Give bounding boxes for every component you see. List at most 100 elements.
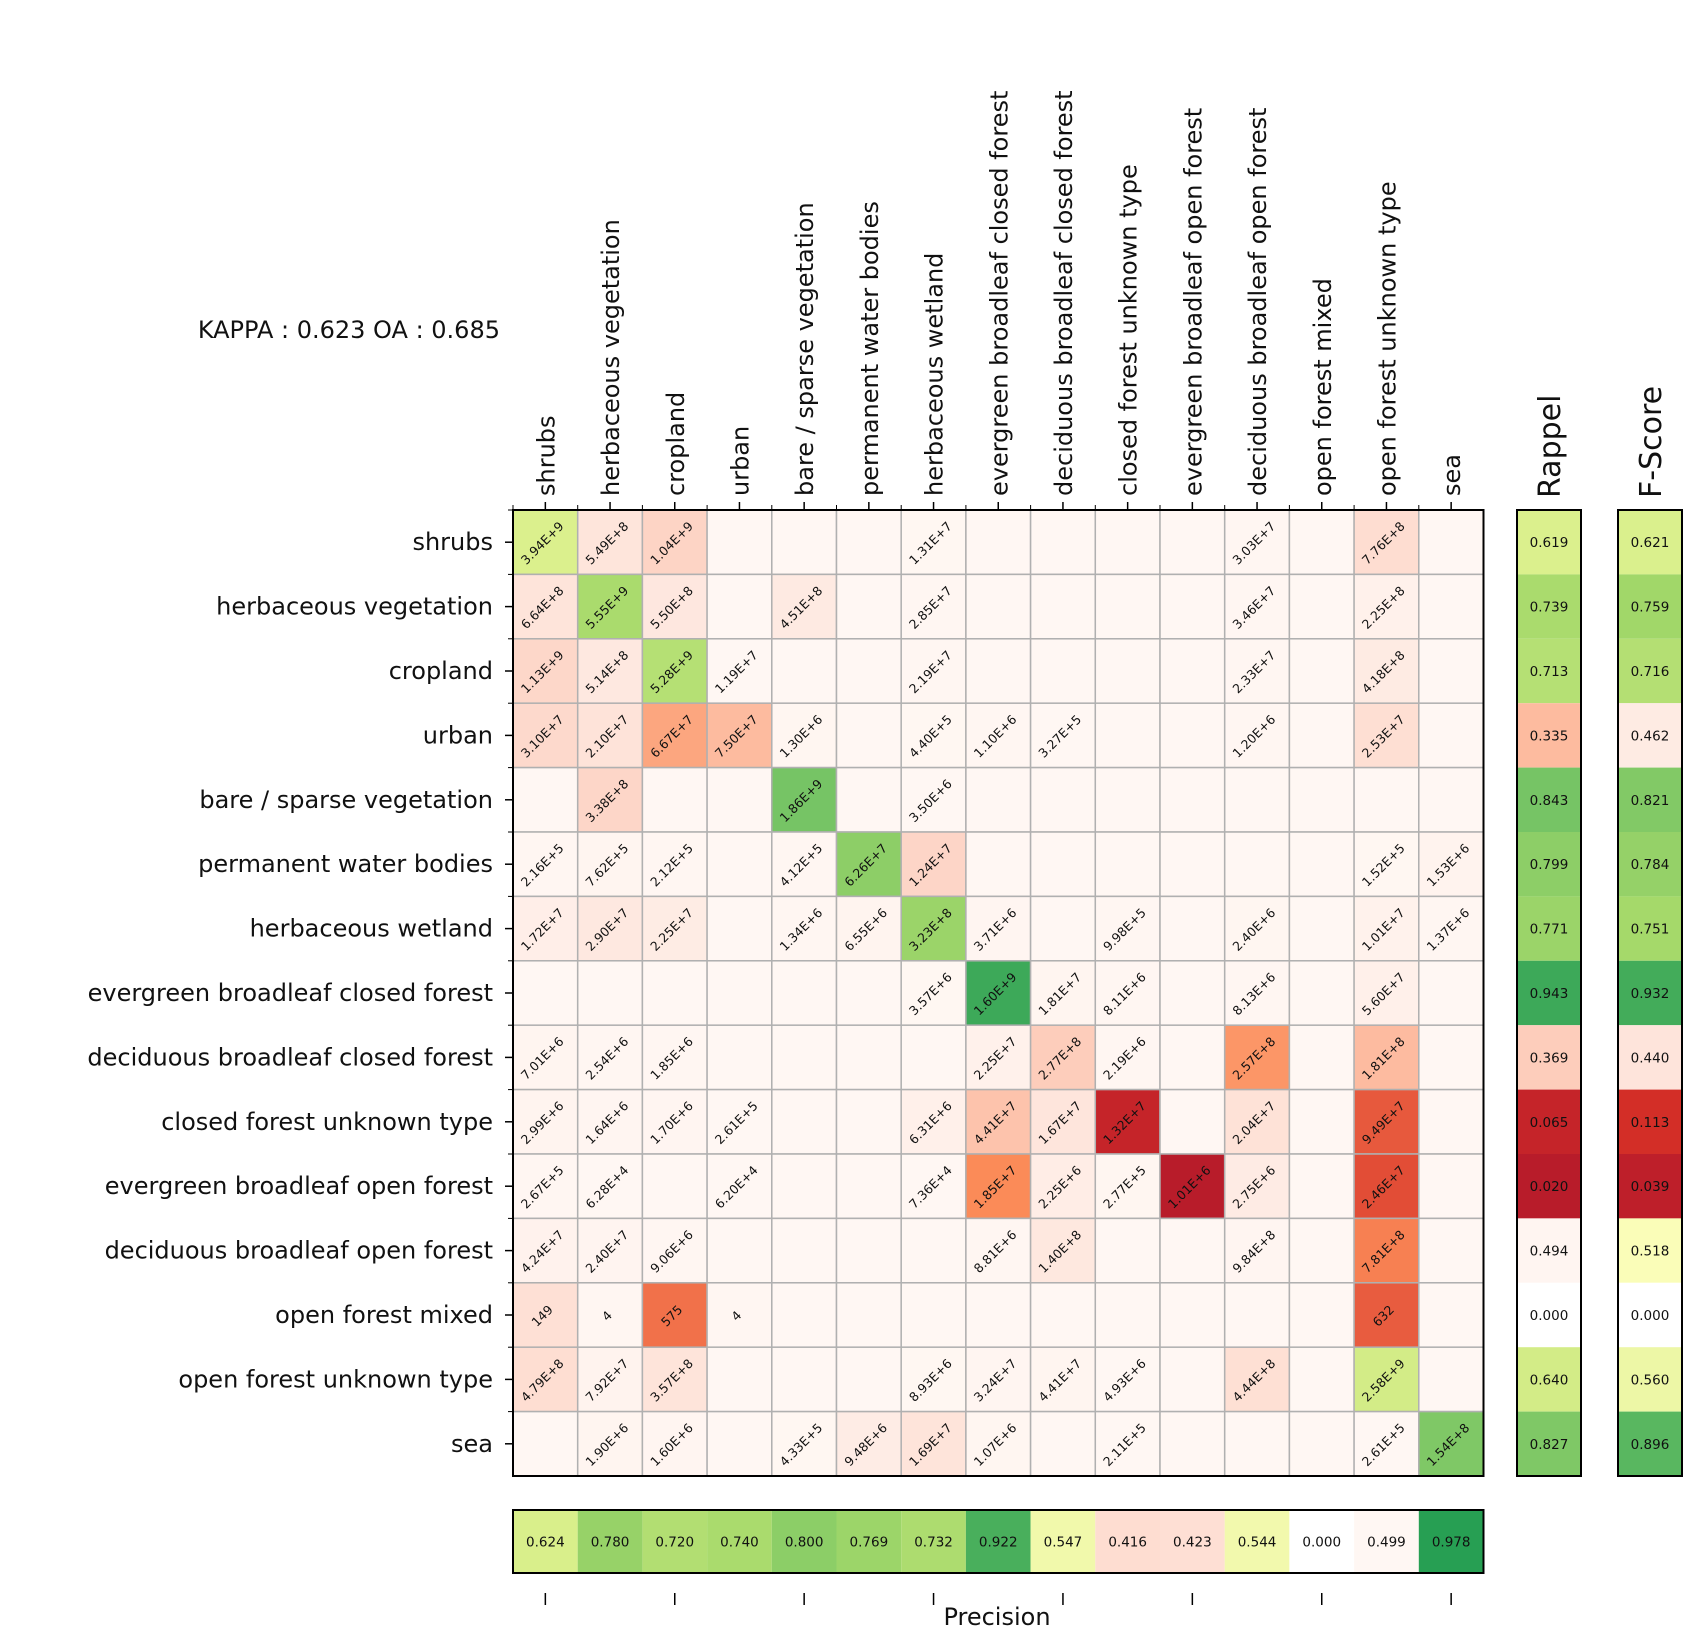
matrix-cell (1094, 573, 1161, 640)
precision-value: 0.720 (655, 1535, 694, 1551)
matrix-cell (641, 1088, 708, 1155)
precision-value: 0.624 (526, 1535, 565, 1551)
matrix-cell (835, 1024, 902, 1091)
precision-cell (1030, 1510, 1096, 1573)
matrix-cell (1223, 960, 1291, 1026)
recall-cell (1517, 1411, 1581, 1476)
matrix-cell (641, 1024, 708, 1091)
matrix-cell (1094, 1346, 1161, 1413)
matrix-cell (1029, 960, 1097, 1026)
matrix-cell (1159, 1088, 1226, 1155)
matrix-cell (1094, 1217, 1161, 1284)
fscore-cell (1618, 510, 1682, 575)
matrix-cell (771, 1024, 838, 1091)
matrix-cell (641, 1346, 708, 1413)
precision-value: 0.423 (1173, 1535, 1212, 1551)
precision-cell (771, 1510, 837, 1573)
matrix-cell (1418, 509, 1485, 576)
recall-value: 0.739 (1530, 600, 1569, 616)
recall-value: 0.065 (1530, 1115, 1569, 1131)
recall-value: 0.843 (1530, 793, 1569, 809)
matrix-cell (1288, 638, 1355, 704)
matrix-cell (512, 1153, 579, 1220)
matrix-cell (1418, 960, 1485, 1026)
matrix-cell (1029, 1282, 1097, 1348)
matrix-cell (835, 766, 902, 833)
matrix-cell (1223, 1410, 1291, 1477)
fscore-value: 0.440 (1631, 1050, 1670, 1066)
matrix-cell (771, 638, 838, 704)
fscore-cell (1618, 638, 1682, 704)
matrix-cell (835, 1217, 902, 1284)
matrix-cell (1094, 831, 1161, 898)
precision-frame (512, 1509, 1485, 1574)
row-label: evergreen broadleaf closed forest (88, 979, 493, 1007)
matrix-cell (965, 509, 1032, 576)
matrix-cell (576, 1024, 644, 1091)
recall-cell (1517, 703, 1581, 768)
row-label: bare / sparse vegetation (199, 786, 493, 814)
matrix-cell (641, 573, 708, 640)
matrix-cell (706, 573, 773, 640)
precision-value: 0.499 (1367, 1535, 1406, 1551)
recall-cell (1517, 1282, 1581, 1348)
matrix-cell (835, 1153, 902, 1220)
matrix-cell (1159, 702, 1226, 769)
matrix-cell (900, 638, 967, 704)
matrix-cell (576, 573, 644, 640)
fscore-value: 0.621 (1631, 535, 1670, 551)
precision-value: 0.800 (785, 1535, 824, 1551)
matrix-cell (706, 960, 773, 1026)
matrix-cell (1159, 1024, 1226, 1091)
matrix-cell (1418, 1024, 1485, 1091)
matrix-cell (835, 509, 902, 576)
column-label: evergreen broadleaf closed forest (985, 91, 1013, 496)
column-label: deciduous broadleaf closed forest (1050, 90, 1078, 496)
matrix-cell (1288, 573, 1355, 640)
matrix-cell (900, 509, 967, 576)
matrix-cell (1223, 573, 1291, 640)
matrix-cell (576, 1282, 644, 1348)
matrix-cell (1288, 1282, 1355, 1348)
fscore-cell (1618, 767, 1682, 832)
column-label: shrubs (532, 415, 560, 496)
recall-frame (1516, 509, 1582, 1477)
fscore-value: 0.759 (1631, 600, 1670, 616)
chart-title: KAPPA : 0.623 OA : 0.685 (198, 316, 500, 344)
fscore-value: 0.560 (1631, 1372, 1670, 1388)
matrix-cell (1029, 509, 1097, 576)
matrix-frame (512, 509, 1485, 1477)
recall-value: 0.799 (1530, 857, 1569, 873)
recall-cell (1517, 1154, 1581, 1219)
matrix-cell (835, 1282, 902, 1348)
matrix-cell (1094, 960, 1161, 1026)
column-label: cropland (662, 392, 690, 496)
matrix-cell (576, 960, 644, 1026)
precision-cell (707, 1510, 772, 1573)
recall-value: 0.494 (1530, 1244, 1569, 1260)
matrix-cell (835, 702, 902, 769)
matrix-cell (1418, 1217, 1485, 1284)
matrix-cell (1418, 573, 1485, 640)
recall-value: 0.000 (1530, 1308, 1569, 1324)
column-label: permanent water bodies (856, 201, 884, 496)
recall-value: 0.335 (1530, 728, 1569, 744)
matrix-cell (771, 702, 838, 769)
matrix-cell (965, 766, 1032, 833)
precision-cell (1289, 1510, 1355, 1573)
matrix-cell (1418, 831, 1485, 898)
matrix-cell (576, 638, 644, 704)
matrix-cell (706, 766, 773, 833)
precision-row: 0.624 0.780 0.720 0.740 0.800 0.769 0.732 0.922… (512, 1509, 1485, 1605)
fscore-value: 0.896 (1631, 1437, 1670, 1453)
precision-cell (1354, 1510, 1419, 1573)
fscore-cell (1618, 1282, 1682, 1348)
matrix-cell (835, 895, 902, 962)
matrix-cell (1288, 702, 1355, 769)
fscore-cell (1618, 1218, 1682, 1283)
precision-value: 0.769 (850, 1535, 889, 1551)
matrix-cell (900, 1217, 967, 1284)
precision-value: 0.547 (1044, 1535, 1083, 1551)
fscore-value: 0.113 (1631, 1115, 1670, 1131)
matrix-cell (1353, 766, 1420, 833)
